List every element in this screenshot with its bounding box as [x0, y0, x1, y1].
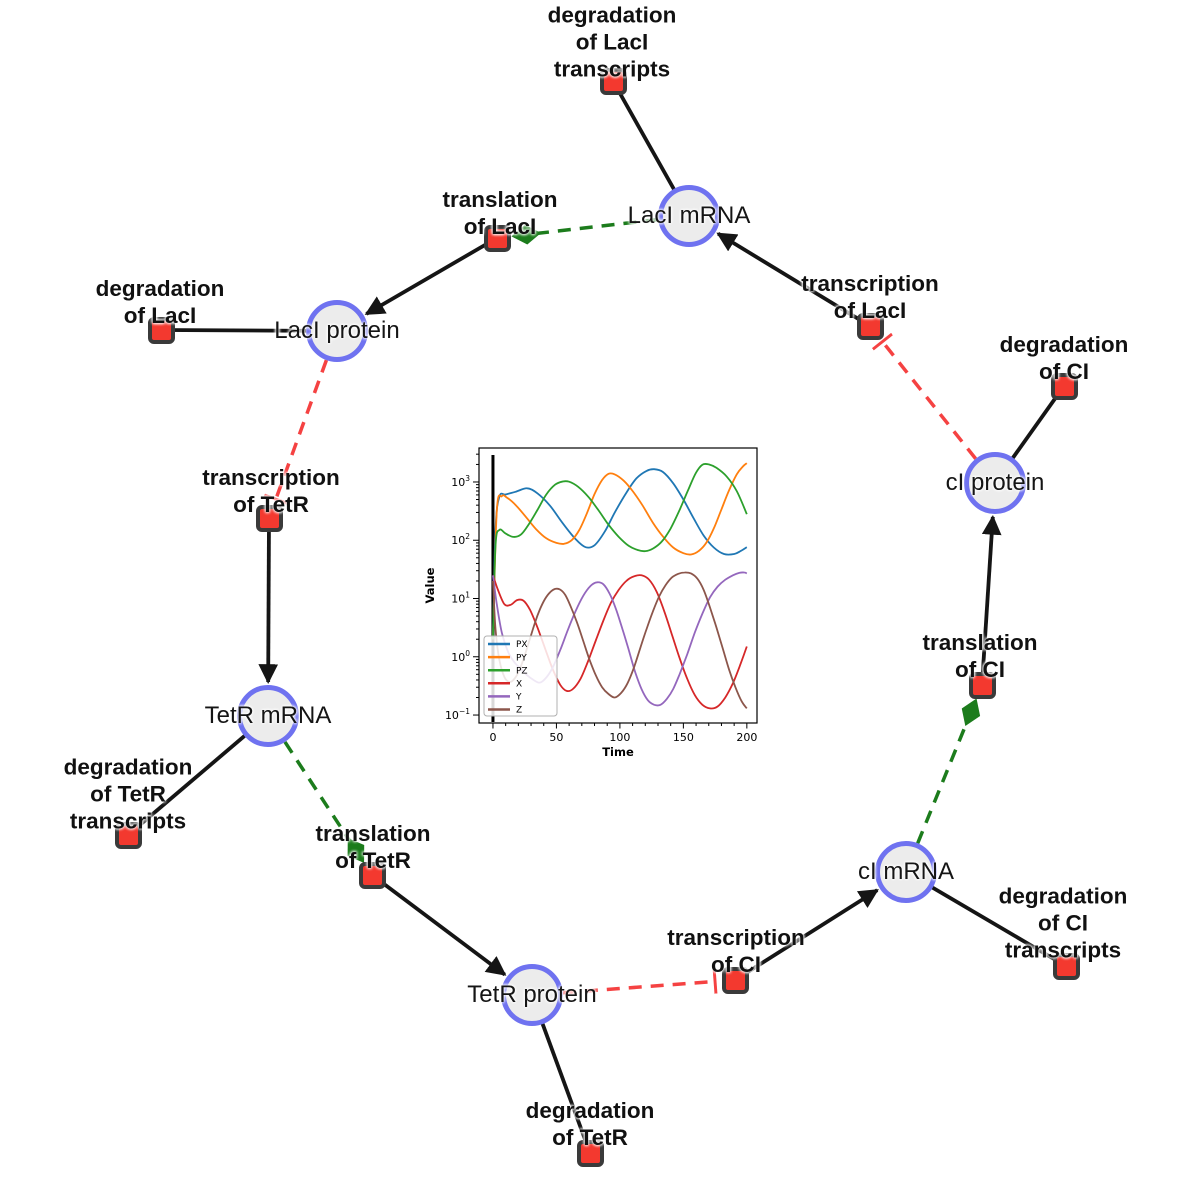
legend-label-Z: Z: [516, 706, 522, 716]
reaction-label-degradation_LacI: degradation of LacI: [95, 276, 225, 328]
svg-text:150: 150: [673, 731, 694, 744]
edge-inhibition-TetR_protein-to-transcription_CI: [562, 969, 718, 995]
reaction-node-translation_CI: [968, 671, 996, 699]
reaction-node-degradation_CI_transcripts: [1052, 952, 1080, 980]
svg-text:200: 200: [736, 731, 757, 744]
species-node-cI_mRNA: [875, 841, 937, 903]
legend-label-PY: PY: [516, 653, 527, 663]
reaction-label-transcription_TetR: transcription of TetR: [202, 465, 340, 517]
reaction-node-transcription_CI: [721, 966, 749, 994]
axes-frame: [478, 447, 758, 724]
edge-product-translation_TetR-to-TetR_protein: [370, 873, 507, 977]
legend-label-Y: Y: [515, 693, 522, 703]
reaction-label-degradation_LacI_transcripts: degradation of LacI transcripts: [547, 2, 677, 82]
x-axis-label: Time: [602, 745, 634, 759]
species-label-TetR_mRNA: TetR mRNA: [204, 702, 332, 729]
reaction-label-transcription_LacI: transcription of LacI: [801, 271, 939, 323]
y-axis-label: Value: [423, 567, 437, 603]
legend-label-PZ: PZ: [516, 666, 528, 676]
edge-inhibition-cI_protein-to-transcription_LacI: [871, 332, 978, 460]
reaction-label-degradation_CI_transcripts: degradation of CI transcripts: [998, 883, 1128, 963]
species-label-TetR_protein: TetR protein: [467, 981, 597, 1008]
series-PY: [492, 462, 748, 640]
species-label-cI_mRNA: cI mRNA: [858, 858, 954, 885]
reaction-node-degradation_LacI: [147, 316, 175, 344]
reaction-label-degradation_TetR: degradation of TetR: [525, 1098, 655, 1150]
legend-label-PX: PX: [516, 640, 528, 650]
inset-chart: 0 50 100 150 200 10−1 100 101 102 103 Time Value PX P…: [420, 434, 772, 768]
reaction-node-transcription_LacI: [856, 312, 884, 340]
reaction-label-transcription_CI: transcription of CI: [667, 925, 805, 977]
y-tick-labels: 10−1 100 101 102 103: [445, 474, 470, 722]
reaction-node-translation_LacI: [483, 224, 511, 252]
time-series-plot: 0 50 100 150 20010−1100101102103TimeValuePXP…: [423, 447, 758, 759]
reaction-label-degradation_CI: degradation of CI: [999, 332, 1129, 384]
species-label-LacI_mRNA: LacI mRNA: [627, 202, 751, 229]
edge-product-transcription_LacI-to-LacI_mRNA: [716, 232, 871, 328]
species-label-LacI_protein: LacI protein: [274, 317, 400, 344]
edge-modifier-LacI_mRNA-to-translation_LacI: [511, 217, 659, 245]
edge-product-translation_CI-to-cI_protein: [980, 514, 1002, 686]
species-label-cI_protein: cI protein: [945, 469, 1045, 496]
species-node-TetR_mRNA: [237, 685, 299, 747]
species-node-LacI_protein: [306, 300, 368, 362]
reaction-node-degradation_LacI_transcripts: [599, 67, 627, 95]
edge-inhibition-LacI_protein-to-transcription_TetR: [263, 359, 329, 505]
series-X: [492, 574, 748, 710]
reaction-node-degradation_CI: [1050, 372, 1078, 400]
reaction-node-translation_TetR: [358, 861, 386, 889]
edge-modifier-cI_mRNA-to-translation_CI: [916, 698, 981, 844]
legend: PX PY PZ XYZ: [483, 635, 558, 717]
reaction-label-translation_TetR: translation of TetR: [315, 821, 431, 873]
edge-product-transcription_TetR-to-TetR_mRNA: [258, 517, 279, 684]
species-node-TetR_protein: [501, 964, 563, 1026]
edge-product-translation_LacI-to-LacI_protein: [364, 236, 498, 316]
legend-label-X: X: [516, 680, 522, 690]
reaction-label-translation_CI: translation of CI: [922, 630, 1038, 682]
reaction-label-translation_LacI: translation of LacI: [442, 187, 558, 239]
species-node-LacI_mRNA: [658, 185, 720, 247]
reaction-label-degradation_TetR_transcripts: degradation of TetR transcripts: [63, 754, 193, 834]
reaction-node-degradation_TetR_transcripts: [114, 821, 142, 849]
svg-text:103: 103: [451, 474, 470, 489]
svg-text:100: 100: [451, 649, 470, 664]
edge-product-transcription_CI-to-cI_mRNA: [733, 888, 879, 982]
species-node-cI_protein: [964, 452, 1026, 514]
svg-text:10−1: 10−1: [445, 707, 470, 722]
reaction-node-transcription_TetR: [255, 504, 283, 532]
svg-text:100: 100: [609, 731, 630, 744]
edge-modifier-TetR_mRNA-to-translation_TetR: [283, 740, 365, 863]
svg-text:102: 102: [451, 532, 470, 547]
svg-text:50: 50: [549, 731, 563, 744]
series-PZ: [492, 462, 748, 640]
svg-text:101: 101: [451, 591, 470, 606]
x-tick-labels: 0 50 100 150 200: [489, 731, 757, 744]
reaction-node-degradation_TetR: [576, 1139, 604, 1167]
svg-text:0: 0: [489, 731, 496, 744]
